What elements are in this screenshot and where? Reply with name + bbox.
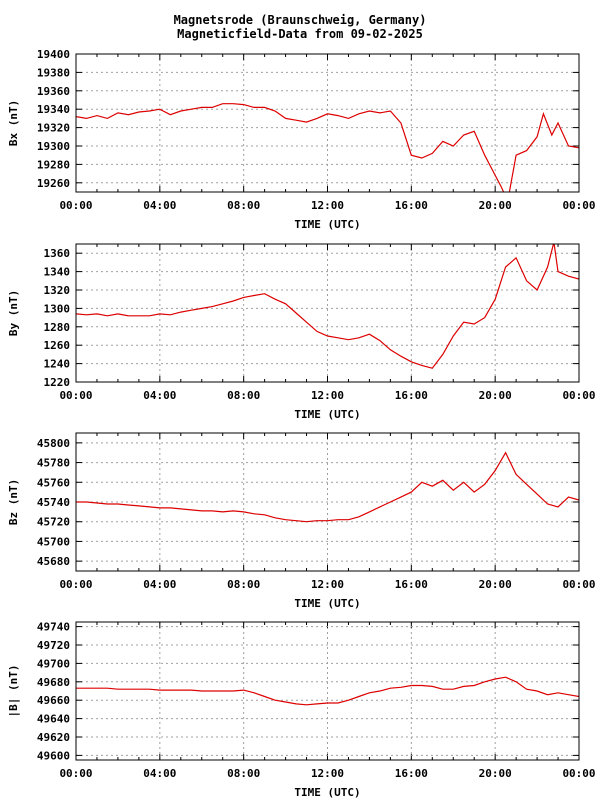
btotal-xtick-label: 00:00 [59, 767, 92, 780]
bx-ylabel: Bx (nT) [7, 100, 20, 146]
bx-xtick-label: 16:00 [395, 199, 428, 212]
bx-ytick-label: 19300 [37, 140, 70, 153]
by-ytick-label: 1320 [44, 284, 71, 297]
btotal-frame [75, 621, 580, 761]
bx-xtick-label: 12:00 [311, 199, 344, 212]
bx-ytick-label: 19280 [37, 158, 70, 171]
bz-ytick-label: 45740 [37, 496, 70, 509]
btotal-ytick-label: 49600 [37, 749, 70, 762]
chart-subtitle: Magneticfield-Data from 09-02-2025 [177, 27, 423, 41]
chart-title: Magnetsrode (Braunschweig, Germany) [173, 13, 427, 27]
bx-xtick-label: 08:00 [227, 199, 260, 212]
bz-xtick-label: 04:00 [143, 578, 176, 591]
bx-ytick-label: 19380 [37, 66, 70, 79]
by-ytick-label: 1220 [44, 376, 71, 389]
bz-xtick-label: 00:00 [59, 578, 92, 591]
by-ytick-label: 1240 [44, 358, 71, 371]
btotal-panel: 00:00 04:00 08:00 12:00 16:00 20:00 00:00 49600… [7, 621, 596, 799]
by-ytick-label: 1300 [44, 302, 71, 315]
by-ytick-label: 1340 [44, 266, 71, 279]
btotal-ytick-label: 49660 [37, 694, 70, 707]
btotal-xtick-label: 20:00 [479, 767, 512, 780]
by-xtick-label: 16:00 [395, 389, 428, 402]
bx-ytick-label: 19400 [37, 48, 70, 61]
btotal-ytick-label: 49640 [37, 713, 70, 726]
btotal-xtick-label: 04:00 [143, 767, 176, 780]
bx-series-line [76, 103, 579, 192]
bx-xtick-label: 20:00 [479, 199, 512, 212]
by-xtick-label: 00:00 [59, 389, 92, 402]
bx-ytick-label: 19340 [37, 103, 70, 116]
bz-ytick-label: 45780 [37, 457, 70, 470]
by-xtick-label: 20:00 [479, 389, 512, 402]
btotal-ytick-label: 49700 [37, 657, 70, 670]
btotal-xtick-label: 12:00 [311, 767, 344, 780]
by-ytick-label: 1260 [44, 339, 71, 352]
bx-ytick-label: 19260 [37, 177, 70, 190]
bz-xtick-label: 16:00 [395, 578, 428, 591]
btotal-ytick-label: 49740 [37, 621, 70, 634]
bz-xtick-label: 12:00 [311, 578, 344, 591]
bx-frame [75, 53, 580, 193]
bz-xlabel: TIME (UTC) [294, 597, 360, 610]
bz-xtick-label: 08:00 [227, 578, 260, 591]
bx-panel: 00:00 04:00 08:00 12:00 16:00 20:00 00:00 19260… [7, 48, 596, 231]
bz-ytick-label: 45760 [37, 476, 70, 489]
bz-series-line [76, 451, 579, 523]
bz-ytick-label: 45800 [37, 437, 70, 450]
btotal-ytick-label: 49680 [37, 676, 70, 689]
btotal-xtick-label: 00:00 [562, 767, 595, 780]
bx-ytick-label: 19360 [37, 85, 70, 98]
btotal-series-line [76, 676, 579, 706]
bz-panel: 00:00 04:00 08:00 12:00 16:00 20:00 00:00 45680… [7, 432, 596, 610]
by-frame [75, 243, 580, 383]
by-xtick-label: 08:00 [227, 389, 260, 402]
bz-ylabel: Bz (nT) [7, 479, 20, 525]
bx-xtick-label: 00:00 [562, 199, 595, 212]
bz-ytick-label: 45680 [37, 555, 70, 568]
btotal-ylabel: |B| (nT) [7, 665, 20, 718]
by-xtick-label: 00:00 [562, 389, 595, 402]
btotal-xlabel: TIME (UTC) [294, 786, 360, 799]
bz-xtick-label: 20:00 [479, 578, 512, 591]
bx-xtick-label: 00:00 [59, 199, 92, 212]
btotal-xtick-label: 08:00 [227, 767, 260, 780]
by-panel: 00:00 04:00 08:00 12:00 16:00 20:00 00:0012201… [7, 243, 596, 421]
bz-frame [75, 432, 580, 572]
btotal-ytick-label: 49720 [37, 639, 70, 652]
by-ylabel: By (nT) [7, 290, 20, 336]
by-xlabel: TIME (UTC) [294, 408, 360, 421]
by-series-line [76, 244, 579, 369]
by-ytick-label: 1280 [44, 321, 71, 334]
btotal-xtick-label: 16:00 [395, 767, 428, 780]
bz-ytick-label: 45700 [37, 535, 70, 548]
by-xtick-label: 04:00 [143, 389, 176, 402]
btotal-ytick-label: 49620 [37, 731, 70, 744]
bx-xtick-label: 04:00 [143, 199, 176, 212]
by-xtick-label: 12:00 [311, 389, 344, 402]
bz-xtick-label: 00:00 [562, 578, 595, 591]
bx-ytick-label: 19320 [37, 122, 70, 135]
bx-xlabel: TIME (UTC) [294, 218, 360, 231]
by-ytick-label: 1360 [44, 247, 71, 260]
bz-ytick-label: 45720 [37, 516, 70, 529]
